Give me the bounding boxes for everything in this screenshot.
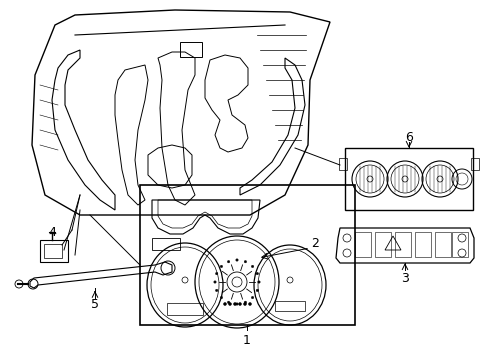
Circle shape <box>243 302 246 306</box>
Bar <box>374 232 390 257</box>
Circle shape <box>223 302 226 306</box>
Bar <box>152 238 180 250</box>
Text: 6: 6 <box>404 131 412 144</box>
Bar <box>451 232 467 257</box>
Bar <box>338 158 346 170</box>
Bar <box>470 158 478 170</box>
Bar <box>40 240 68 262</box>
Circle shape <box>238 302 241 306</box>
Bar <box>414 232 430 257</box>
Circle shape <box>251 296 253 299</box>
Bar <box>44 244 62 258</box>
Circle shape <box>233 302 236 306</box>
Text: 1: 1 <box>243 333 250 346</box>
Circle shape <box>257 281 260 283</box>
Circle shape <box>244 261 246 263</box>
Circle shape <box>235 259 238 261</box>
Circle shape <box>244 301 246 303</box>
Bar <box>167 303 203 315</box>
Bar <box>140 185 354 325</box>
Bar <box>434 232 450 257</box>
Bar <box>274 301 305 311</box>
Text: 4: 4 <box>48 225 56 239</box>
Circle shape <box>215 289 218 292</box>
Circle shape <box>220 296 222 299</box>
Circle shape <box>228 302 231 306</box>
Bar <box>354 232 370 257</box>
Circle shape <box>256 273 258 275</box>
Circle shape <box>248 302 251 306</box>
Bar <box>345 148 472 210</box>
Circle shape <box>215 273 218 275</box>
Circle shape <box>227 261 229 263</box>
Bar <box>180 42 202 57</box>
Text: 3: 3 <box>400 271 408 284</box>
Circle shape <box>256 289 258 292</box>
Text: 5: 5 <box>91 298 99 311</box>
Circle shape <box>220 265 222 267</box>
Bar <box>394 232 410 257</box>
Circle shape <box>227 301 229 303</box>
Circle shape <box>251 265 253 267</box>
Circle shape <box>235 303 238 305</box>
Circle shape <box>213 281 216 283</box>
Text: 2: 2 <box>310 237 318 249</box>
